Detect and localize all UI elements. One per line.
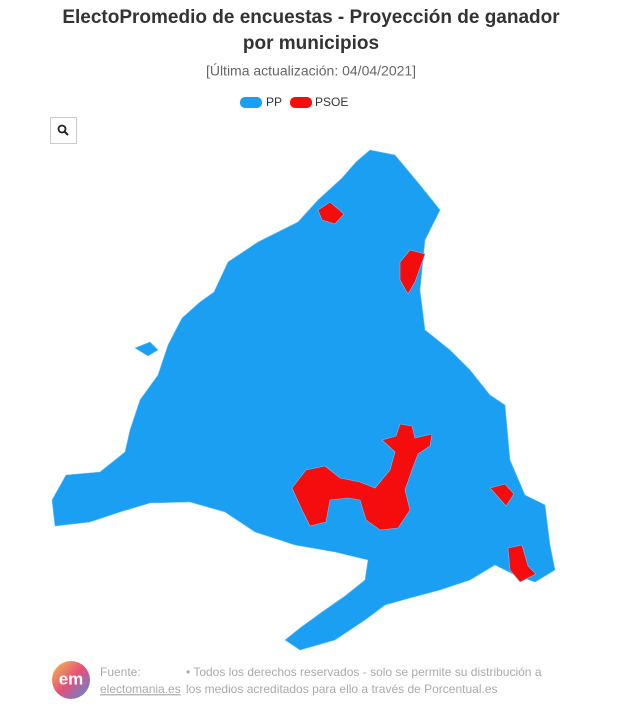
map — [51, 149, 556, 651]
region-psoe[interactable] — [291, 423, 433, 531]
rights-text: • Todos los derechos reservados - solo s… — [186, 665, 542, 679]
search-button[interactable] — [50, 117, 77, 144]
legend-label[interactable]: PSOE — [315, 95, 348, 109]
title: por municipios — [243, 33, 379, 54]
subtitle: [Última actualización: 04/04/2021] — [206, 63, 416, 79]
rights-text: los medios acreditados para ello a travé… — [186, 682, 498, 696]
title: ElectoPromedio de encuestas - Proyección… — [62, 7, 560, 28]
region-pp[interactable] — [134, 341, 159, 357]
region-psoe[interactable] — [507, 544, 537, 583]
logo — [52, 661, 90, 699]
search-icon — [63, 130, 69, 136]
footer: em Fuente: electomania.es • Todos los de… — [52, 661, 542, 699]
legend-swatch — [240, 97, 262, 108]
region-pp[interactable] — [51, 149, 556, 651]
legend: PP PSOE — [240, 95, 348, 109]
legend-label[interactable]: PP — [266, 95, 282, 109]
logo-text: em — [59, 669, 84, 688]
region-psoe[interactable] — [489, 483, 515, 507]
source-link[interactable]: electomania.es — [100, 682, 181, 696]
button-box[interactable] — [50, 117, 77, 144]
region-psoe[interactable] — [317, 201, 345, 225]
source-label: Fuente: — [100, 665, 141, 679]
legend-swatch — [290, 97, 312, 108]
region-psoe[interactable] — [399, 249, 426, 295]
search-icon — [57, 124, 67, 134]
